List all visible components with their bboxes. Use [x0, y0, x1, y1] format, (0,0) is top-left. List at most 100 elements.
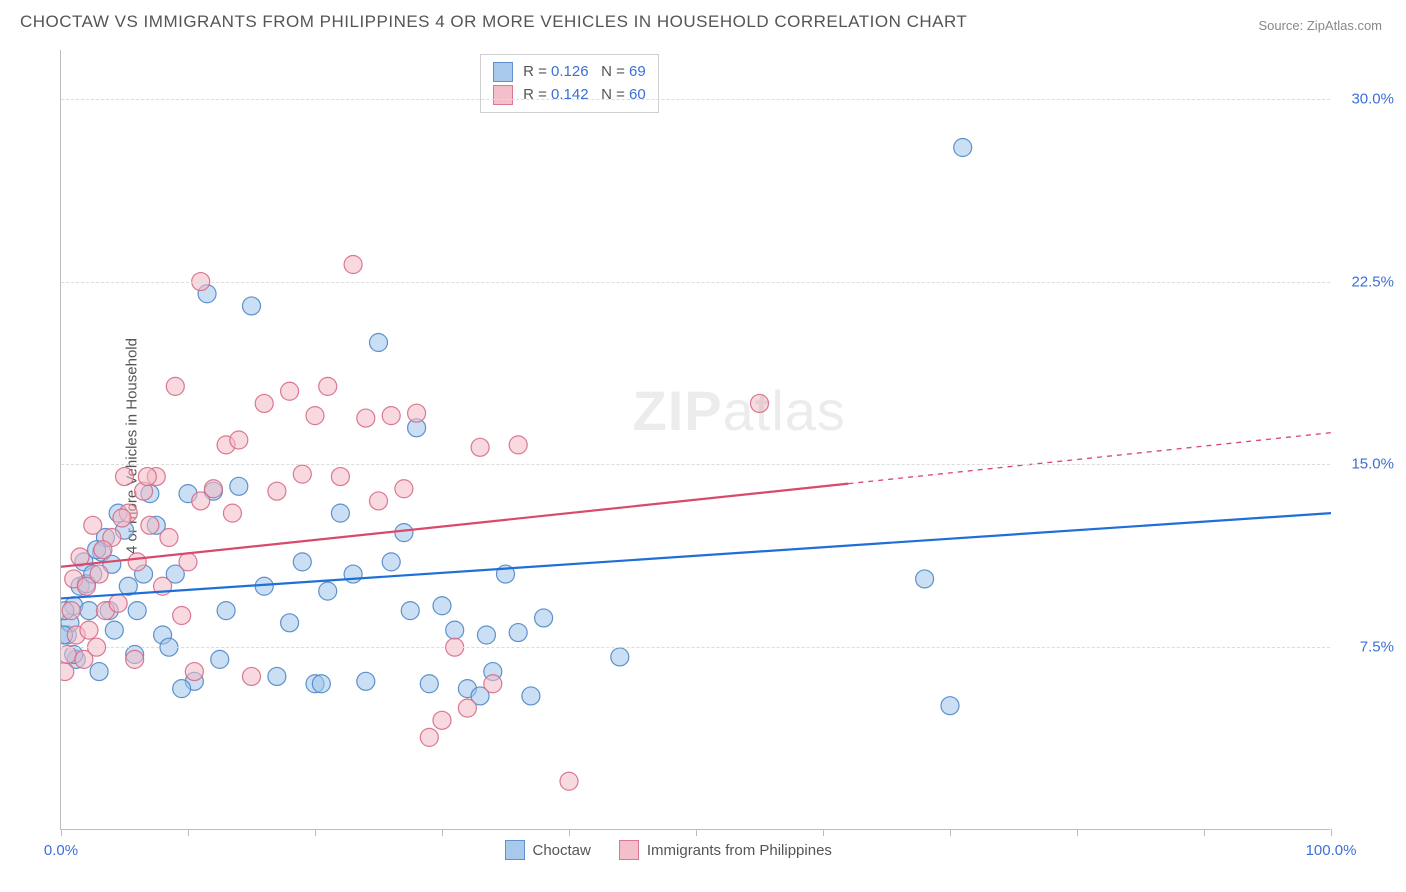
x-tick	[315, 829, 316, 836]
gridline-h	[61, 647, 1330, 648]
scatter-point	[293, 465, 311, 483]
scatter-point	[331, 504, 349, 522]
x-tick	[1204, 829, 1205, 836]
scatter-point	[954, 139, 972, 157]
scatter-point	[433, 597, 451, 615]
x-tick	[188, 829, 189, 836]
x-tick	[569, 829, 570, 836]
trend-line	[61, 513, 1331, 598]
scatter-point	[382, 407, 400, 425]
scatter-point	[357, 409, 375, 427]
scatter-point	[166, 377, 184, 395]
x-tick	[950, 829, 951, 836]
scatter-point	[126, 650, 144, 668]
gridline-h	[61, 464, 1330, 465]
legend-stats-text: R = 0.126 N = 69	[523, 61, 646, 84]
x-tick-label: 0.0%	[44, 842, 78, 859]
source-label: Source: ZipAtlas.com	[1258, 18, 1382, 33]
scatter-point	[109, 594, 127, 612]
scatter-point	[401, 602, 419, 620]
scatter-point	[281, 382, 299, 400]
scatter-point	[185, 663, 203, 681]
x-tick	[61, 829, 62, 836]
scatter-point	[395, 524, 413, 542]
scatter-point	[160, 529, 178, 547]
scatter-point	[370, 492, 388, 510]
scatter-point	[243, 297, 261, 315]
scatter-point	[141, 516, 159, 534]
scatter-point	[319, 377, 337, 395]
legend-stats-row: R = 0.126 N = 69	[493, 61, 646, 84]
scatter-point	[395, 480, 413, 498]
y-tick-label: 30.0%	[1338, 90, 1394, 107]
scatter-point	[611, 648, 629, 666]
scatter-point	[128, 602, 146, 620]
scatter-point	[61, 646, 76, 664]
legend-series-label: Choctaw	[533, 842, 591, 859]
scatter-point	[90, 663, 108, 681]
gridline-h	[61, 99, 1330, 100]
scatter-point	[90, 565, 108, 583]
scatter-point	[243, 667, 261, 685]
scatter-point	[293, 553, 311, 571]
scatter-point	[211, 650, 229, 668]
scatter-point	[230, 431, 248, 449]
scatter-point	[116, 468, 134, 486]
scatter-point	[268, 482, 286, 500]
scatter-point	[223, 504, 241, 522]
scatter-point	[255, 394, 273, 412]
scatter-point	[204, 480, 222, 498]
legend-stats-text: R = 0.142 N = 60	[523, 84, 646, 107]
scatter-point	[751, 394, 769, 412]
x-tick	[696, 829, 697, 836]
legend-swatch	[493, 85, 513, 105]
scatter-point	[331, 468, 349, 486]
y-tick-label: 7.5%	[1338, 639, 1394, 656]
legend-swatch	[619, 840, 639, 860]
scatter-point	[509, 624, 527, 642]
scatter-point	[138, 468, 156, 486]
x-tick	[1331, 829, 1332, 836]
scatter-point	[370, 334, 388, 352]
legend-swatch	[493, 62, 513, 82]
legend-swatch	[505, 840, 525, 860]
scatter-point	[357, 672, 375, 690]
scatter-point	[382, 553, 400, 571]
trend-line-dashed	[848, 433, 1331, 484]
x-tick	[442, 829, 443, 836]
scatter-svg	[61, 50, 1331, 830]
scatter-point	[230, 477, 248, 495]
scatter-point	[179, 553, 197, 571]
scatter-point	[522, 687, 540, 705]
scatter-point	[306, 407, 324, 425]
scatter-point	[61, 663, 74, 681]
scatter-point	[420, 675, 438, 693]
legend-series: ChoctawImmigrants from Philippines	[505, 840, 832, 860]
scatter-point	[319, 582, 337, 600]
scatter-point	[484, 675, 502, 693]
scatter-point	[420, 728, 438, 746]
scatter-point	[268, 667, 286, 685]
scatter-point	[173, 607, 191, 625]
scatter-point	[477, 626, 495, 644]
scatter-point	[113, 509, 131, 527]
scatter-point	[62, 602, 80, 620]
y-tick-label: 22.5%	[1338, 273, 1394, 290]
x-tick	[823, 829, 824, 836]
scatter-point	[408, 404, 426, 422]
scatter-point	[80, 602, 98, 620]
scatter-point	[281, 614, 299, 632]
scatter-point	[128, 553, 146, 571]
scatter-point	[446, 621, 464, 639]
scatter-point	[344, 565, 362, 583]
x-tick	[1077, 829, 1078, 836]
scatter-point	[560, 772, 578, 790]
scatter-point	[84, 516, 102, 534]
scatter-point	[433, 711, 451, 729]
scatter-point	[509, 436, 527, 454]
scatter-point	[312, 675, 330, 693]
scatter-point	[94, 541, 112, 559]
x-tick-label: 100.0%	[1306, 842, 1357, 859]
plot-area: ZIPatlas R = 0.126 N = 69R = 0.142 N = 6…	[60, 50, 1330, 830]
scatter-point	[471, 438, 489, 456]
